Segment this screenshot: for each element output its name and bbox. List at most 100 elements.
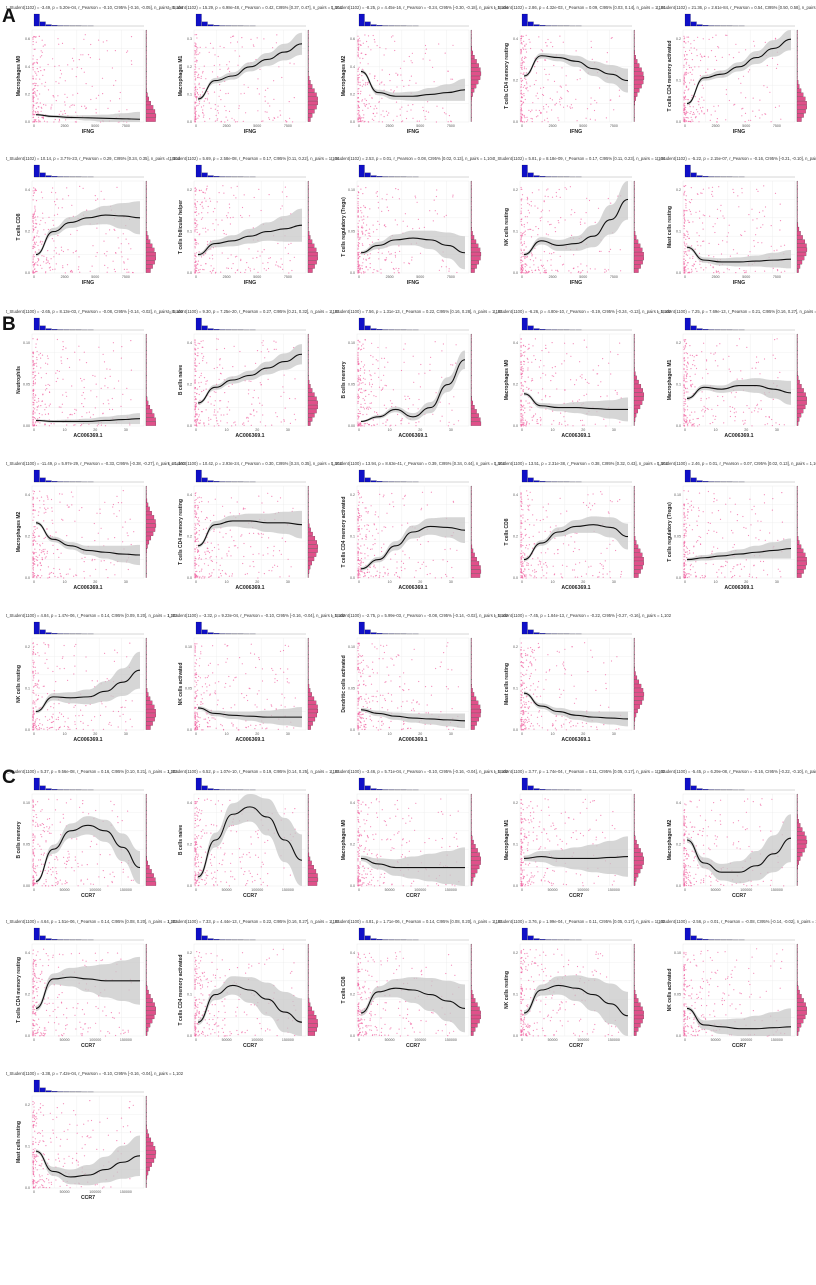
data-point <box>197 342 199 344</box>
data-point <box>101 77 104 79</box>
data-point <box>228 110 231 112</box>
data-point <box>521 66 523 68</box>
data-point <box>36 270 38 273</box>
data-point <box>520 237 522 239</box>
data-point <box>685 238 687 240</box>
data-point <box>455 344 457 346</box>
data-point <box>527 197 529 200</box>
data-point <box>683 425 686 427</box>
subplot-4: t_Student(1102) = 21.36, p = 2.61e-84, r… <box>657 5 816 135</box>
data-point <box>531 254 533 256</box>
data-point <box>377 251 379 254</box>
data-point <box>725 119 727 121</box>
data-point <box>683 55 686 57</box>
data-point <box>60 360 62 362</box>
data-point <box>579 361 581 363</box>
data-point <box>683 54 685 56</box>
data-point <box>520 118 522 120</box>
plot-area <box>31 29 145 123</box>
data-point <box>389 253 391 255</box>
data-point <box>71 271 73 273</box>
data-point <box>57 95 59 97</box>
data-point <box>113 513 115 515</box>
data-point <box>520 40 522 42</box>
top-hist-bar <box>358 164 365 178</box>
data-point <box>684 347 686 349</box>
right-hist-bar <box>307 206 309 211</box>
data-point <box>738 206 740 208</box>
data-point <box>194 268 196 270</box>
data-point <box>81 536 83 538</box>
data-point <box>107 387 109 389</box>
data-point <box>194 368 196 370</box>
data-point <box>194 381 196 383</box>
data-point <box>712 226 714 228</box>
data-point <box>357 353 359 355</box>
data-point <box>268 194 270 196</box>
data-point <box>726 241 728 243</box>
data-point <box>359 267 361 269</box>
data-point <box>112 506 114 508</box>
data-point <box>60 575 62 577</box>
data-point <box>53 96 55 98</box>
data-point <box>748 119 750 121</box>
data-point <box>709 119 711 121</box>
y-tick-label: 0.2 <box>513 79 518 83</box>
data-point <box>206 99 209 101</box>
data-point <box>219 358 221 360</box>
data-point <box>201 212 203 214</box>
data-point <box>770 121 772 123</box>
data-point <box>34 252 36 254</box>
data-point <box>49 572 51 574</box>
data-point <box>34 394 36 396</box>
data-point <box>683 346 685 348</box>
data-point <box>581 419 583 421</box>
data-point <box>685 352 687 354</box>
data-point <box>581 377 583 379</box>
data-point <box>586 108 589 110</box>
data-point <box>78 59 80 61</box>
data-point <box>357 215 359 217</box>
data-point <box>521 265 523 267</box>
data-point <box>690 379 692 382</box>
data-point <box>92 245 94 247</box>
data-point <box>198 251 200 253</box>
data-point <box>41 354 44 356</box>
data-point <box>32 412 34 414</box>
data-point <box>209 200 212 202</box>
data-point <box>543 86 545 89</box>
data-point <box>690 368 692 370</box>
data-point <box>281 191 283 193</box>
data-point <box>32 121 34 123</box>
data-point <box>357 185 359 187</box>
data-point <box>195 423 197 425</box>
data-point <box>737 195 739 197</box>
top-hist-bar <box>207 328 214 331</box>
data-point <box>523 121 526 123</box>
data-point <box>32 490 34 492</box>
data-point <box>357 208 359 210</box>
right-hist-bar <box>633 367 635 372</box>
data-point <box>362 271 365 273</box>
data-point <box>754 407 756 409</box>
data-point <box>716 59 718 62</box>
data-point <box>752 97 754 99</box>
data-point <box>374 105 376 107</box>
data-point <box>264 111 266 113</box>
data-point <box>405 398 407 400</box>
right-hist-bar <box>145 367 147 372</box>
data-point <box>520 80 522 82</box>
data-point <box>711 186 714 188</box>
data-point <box>74 121 76 123</box>
data-point <box>686 387 688 389</box>
data-point <box>197 347 199 349</box>
data-point <box>100 190 102 192</box>
data-point <box>197 408 200 410</box>
data-point <box>383 404 385 406</box>
data-point <box>559 101 561 103</box>
x-axis-label: IFNG <box>570 129 582 135</box>
data-point <box>222 185 224 187</box>
data-point <box>227 267 229 269</box>
right-hist-bar <box>796 29 798 34</box>
data-point <box>34 246 36 248</box>
